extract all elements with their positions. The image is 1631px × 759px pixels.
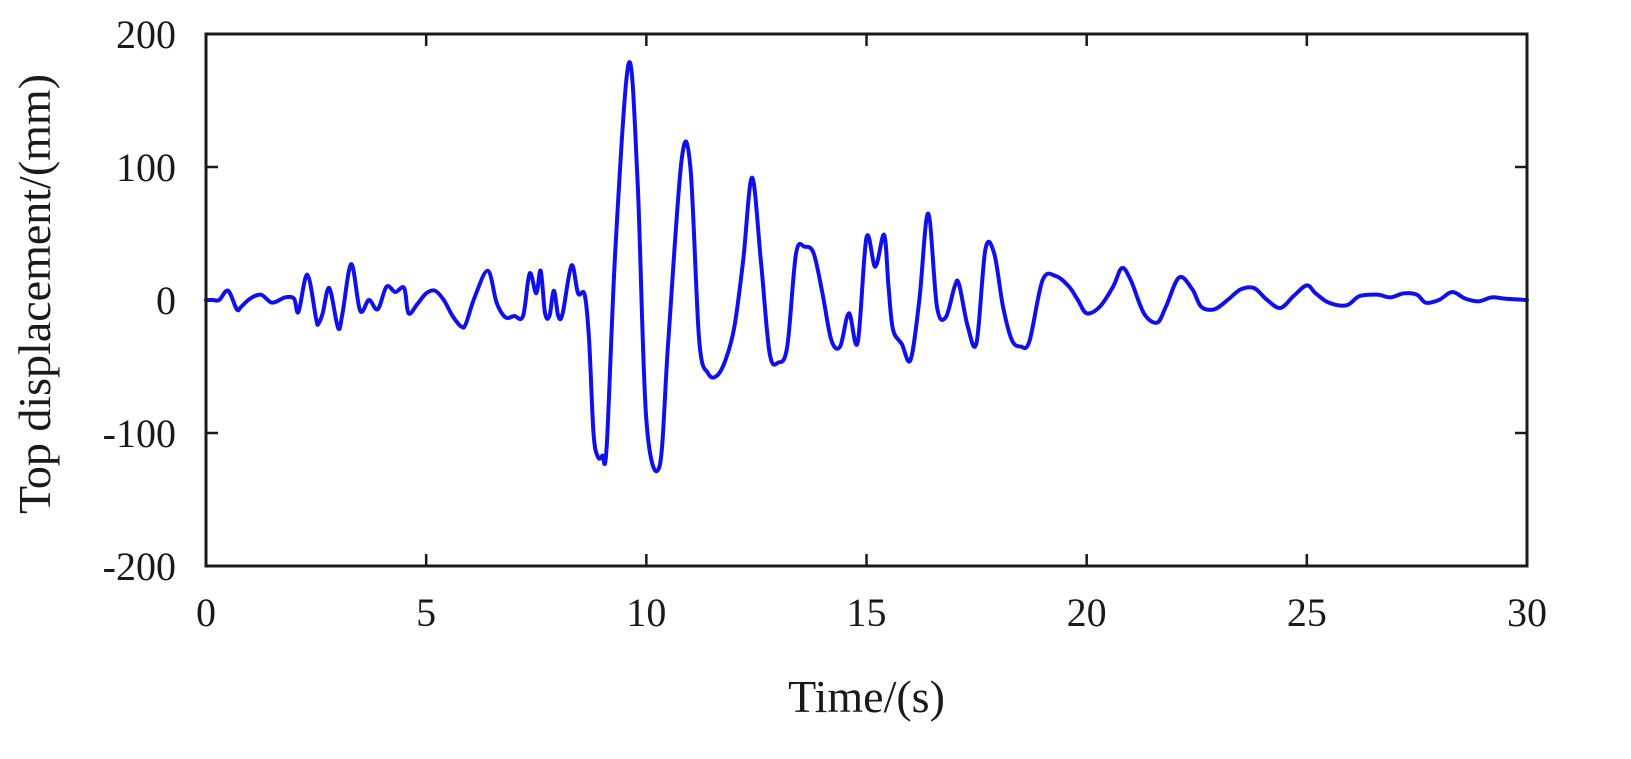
x-tick-label: 25 [1287, 590, 1327, 635]
plot-area [204, 60, 1529, 474]
y-tick-label: -200 [103, 544, 176, 589]
y-tick-label: 100 [116, 145, 176, 190]
x-tick-label: 20 [1067, 590, 1107, 635]
x-tick-label: 0 [196, 590, 216, 635]
y-tick-labels: -200 -100 0 100 200 [103, 12, 176, 589]
axis-ticks [204, 32, 1529, 568]
x-axis-label: Time/(s) [788, 671, 945, 722]
y-tick-label: 0 [156, 278, 176, 323]
y-tick-label: -100 [103, 411, 176, 456]
x-tick-labels: 0 5 10 15 20 25 30 [196, 590, 1547, 635]
series-line-0 [204, 60, 1529, 474]
x-tick-label: 30 [1507, 590, 1547, 635]
x-tick-label: 5 [416, 590, 436, 635]
x-tick-label: 15 [847, 590, 887, 635]
x-tick-label: 10 [626, 590, 666, 635]
y-tick-label: 200 [116, 12, 176, 57]
axes-frame [204, 32, 1529, 568]
y-axis-label: Top displacement/(mm) [9, 74, 60, 514]
